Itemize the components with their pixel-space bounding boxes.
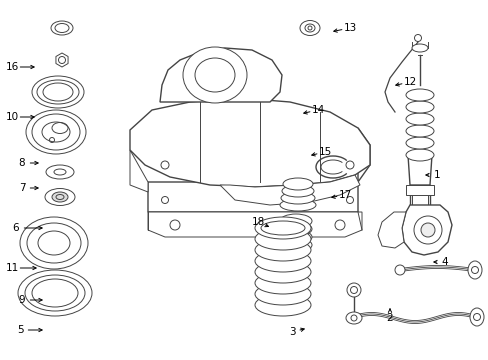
Circle shape (170, 220, 180, 230)
Text: 10: 10 (5, 112, 19, 122)
Text: 3: 3 (288, 327, 295, 337)
Circle shape (161, 197, 168, 203)
Polygon shape (407, 155, 431, 185)
Ellipse shape (282, 185, 313, 197)
Ellipse shape (280, 199, 315, 211)
Ellipse shape (281, 192, 314, 204)
Polygon shape (401, 205, 451, 255)
Text: 16: 16 (5, 62, 19, 72)
Ellipse shape (420, 223, 434, 237)
Text: 13: 13 (343, 23, 356, 33)
Ellipse shape (254, 250, 310, 272)
Ellipse shape (283, 178, 312, 190)
Text: 17: 17 (338, 190, 351, 200)
Ellipse shape (32, 76, 84, 108)
Ellipse shape (254, 228, 310, 250)
Polygon shape (220, 175, 359, 205)
Text: 9: 9 (19, 295, 25, 305)
Polygon shape (148, 128, 369, 212)
Ellipse shape (254, 217, 310, 239)
Ellipse shape (18, 270, 92, 316)
Ellipse shape (405, 149, 433, 161)
Circle shape (334, 220, 345, 230)
Ellipse shape (405, 137, 433, 149)
Ellipse shape (46, 165, 74, 179)
Text: 4: 4 (441, 257, 447, 267)
Ellipse shape (45, 189, 75, 206)
Ellipse shape (346, 283, 360, 297)
Ellipse shape (51, 21, 73, 35)
Ellipse shape (280, 214, 311, 228)
Text: 11: 11 (5, 263, 19, 273)
Ellipse shape (280, 238, 311, 252)
Ellipse shape (254, 272, 310, 294)
Ellipse shape (52, 192, 68, 202)
Polygon shape (148, 212, 361, 237)
Ellipse shape (411, 44, 427, 52)
Polygon shape (405, 185, 433, 195)
Polygon shape (377, 212, 405, 248)
Ellipse shape (469, 308, 483, 326)
Text: 6: 6 (13, 223, 19, 233)
Text: 7: 7 (19, 183, 25, 193)
Ellipse shape (26, 110, 86, 154)
Circle shape (394, 265, 404, 275)
Ellipse shape (254, 283, 310, 305)
Ellipse shape (254, 239, 310, 261)
Ellipse shape (280, 230, 311, 244)
Ellipse shape (299, 21, 319, 36)
Ellipse shape (467, 261, 481, 279)
Text: 8: 8 (19, 158, 25, 168)
Circle shape (346, 161, 353, 169)
Circle shape (161, 161, 169, 169)
Text: 12: 12 (403, 77, 416, 87)
Text: 15: 15 (318, 147, 331, 157)
Circle shape (414, 35, 421, 41)
Text: 18: 18 (251, 217, 264, 227)
Ellipse shape (405, 125, 433, 137)
Ellipse shape (254, 261, 310, 283)
Polygon shape (160, 48, 282, 102)
Ellipse shape (405, 101, 433, 113)
Ellipse shape (346, 312, 361, 324)
Text: 1: 1 (433, 170, 439, 180)
Text: 14: 14 (311, 105, 324, 115)
Ellipse shape (254, 294, 310, 316)
Ellipse shape (280, 222, 311, 236)
Polygon shape (130, 98, 369, 187)
Text: 5: 5 (17, 325, 23, 335)
Ellipse shape (183, 47, 246, 103)
Ellipse shape (261, 221, 305, 235)
Ellipse shape (20, 217, 88, 269)
Ellipse shape (405, 113, 433, 125)
Polygon shape (130, 150, 148, 192)
Ellipse shape (405, 89, 433, 101)
Text: 2: 2 (386, 313, 392, 323)
Circle shape (346, 197, 353, 203)
